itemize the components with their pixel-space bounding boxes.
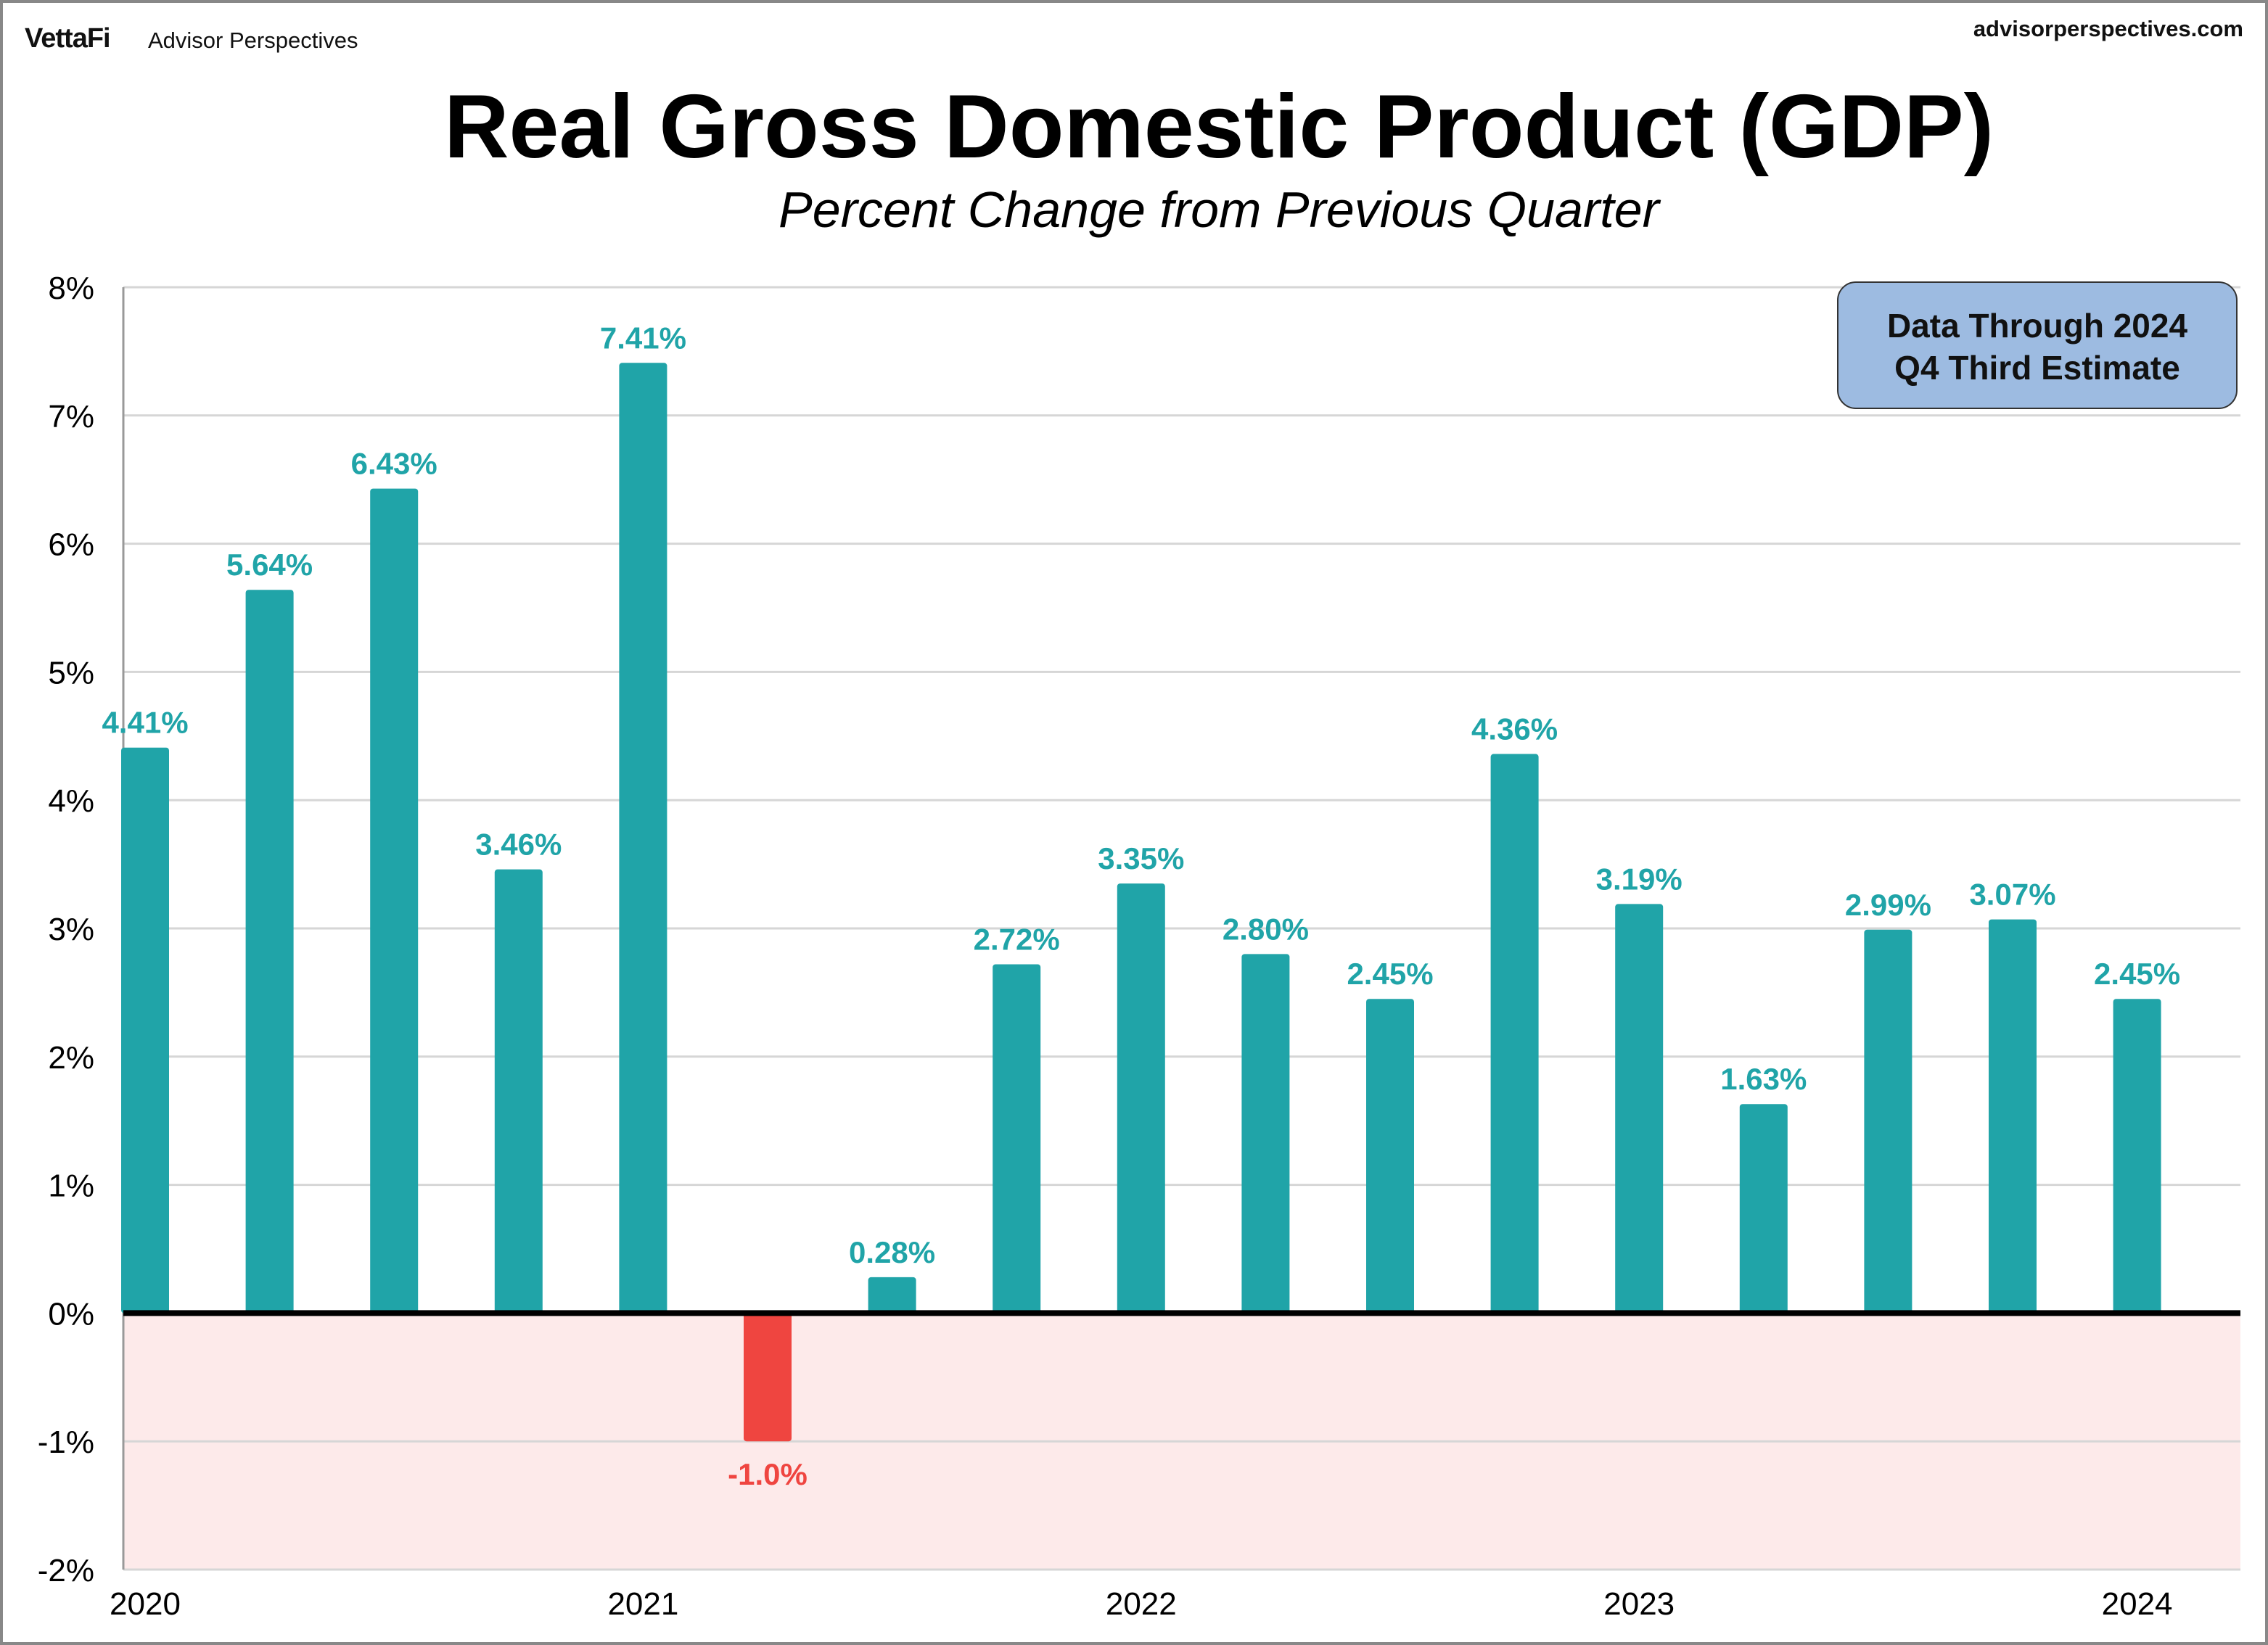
x-tick-label: 2021	[607, 1586, 678, 1622]
data-label: 5.64%	[226, 548, 313, 582]
data-label: 3.19%	[1596, 862, 1682, 896]
bar	[1615, 904, 1664, 1314]
data-label: 2.80%	[1223, 912, 1309, 946]
bar	[1117, 883, 1165, 1314]
data-label: 1.63%	[1720, 1062, 1807, 1096]
y-tick-label: 6%	[48, 527, 94, 563]
data-label: 4.41%	[102, 706, 188, 740]
note-line-1: Data Through 2024	[1886, 307, 2188, 345]
data-label: 2.99%	[1845, 888, 1931, 922]
y-tick-label: 5%	[48, 655, 94, 690]
y-tick-label: 2%	[48, 1040, 94, 1076]
note-line-2: Q4 Third Estimate	[1894, 349, 2180, 387]
bar	[121, 747, 169, 1314]
site-url: advisorperspectives.com	[1973, 16, 2243, 41]
y-tick-label: 3%	[48, 912, 94, 947]
data-label: 2.45%	[2094, 957, 2180, 991]
x-tick-label: 2022	[1106, 1586, 1177, 1622]
brand-name: Advisor Perspectives	[148, 28, 358, 53]
bar	[993, 964, 1041, 1314]
data-label: 2.45%	[1347, 957, 1433, 991]
bar	[619, 363, 667, 1314]
y-tick-label: 1%	[48, 1168, 94, 1204]
data-through-note: Data Through 2024 Q4 Third Estimate	[1837, 281, 2238, 409]
x-tick-label: 2023	[1603, 1586, 1675, 1622]
x-tick-label: 2020	[110, 1586, 181, 1622]
data-label: 4.36%	[1471, 712, 1558, 746]
data-label: 7.41%	[600, 321, 686, 355]
bar	[494, 869, 543, 1314]
bar	[868, 1277, 916, 1314]
bar	[2113, 999, 2161, 1314]
bar-chart: 8% 7% 6% 5% 4% 3% 2% 1% 0% -1% -2% 4.41% 5.64% 6.43% 3…	[38, 271, 2240, 1622]
data-label: 6.43%	[351, 447, 437, 481]
bar	[370, 488, 419, 1314]
data-label: 3.07%	[1969, 878, 2055, 912]
y-tick-label: -1%	[38, 1425, 94, 1460]
y-tick-label: 4%	[48, 783, 94, 819]
data-label: 0.28%	[849, 1235, 935, 1269]
data-label: 2.72%	[974, 923, 1060, 957]
data-label: 3.35%	[1098, 841, 1184, 875]
bar	[1490, 754, 1539, 1314]
data-label: 3.46%	[475, 828, 562, 862]
y-tick-label: 7%	[48, 399, 94, 434]
bar	[245, 590, 294, 1314]
bar	[1241, 954, 1290, 1314]
bar	[1864, 929, 1912, 1314]
bar	[1989, 919, 2037, 1314]
chart-subtitle: Percent Change from Previous Quarter	[778, 181, 1659, 238]
y-tick-label: 0%	[48, 1296, 94, 1332]
bar	[1366, 999, 1414, 1314]
x-tick-label: 2024	[2102, 1586, 2173, 1622]
data-label: -1.0%	[728, 1457, 808, 1491]
y-tick-label: 8%	[48, 271, 94, 306]
y-tick-label: -2%	[38, 1553, 94, 1588]
chart-title: Real Gross Domestic Product (GDP)	[443, 77, 1994, 177]
bar	[744, 1313, 792, 1442]
bar	[1739, 1104, 1788, 1314]
vettafi-logo: VettaFi	[25, 23, 111, 54]
